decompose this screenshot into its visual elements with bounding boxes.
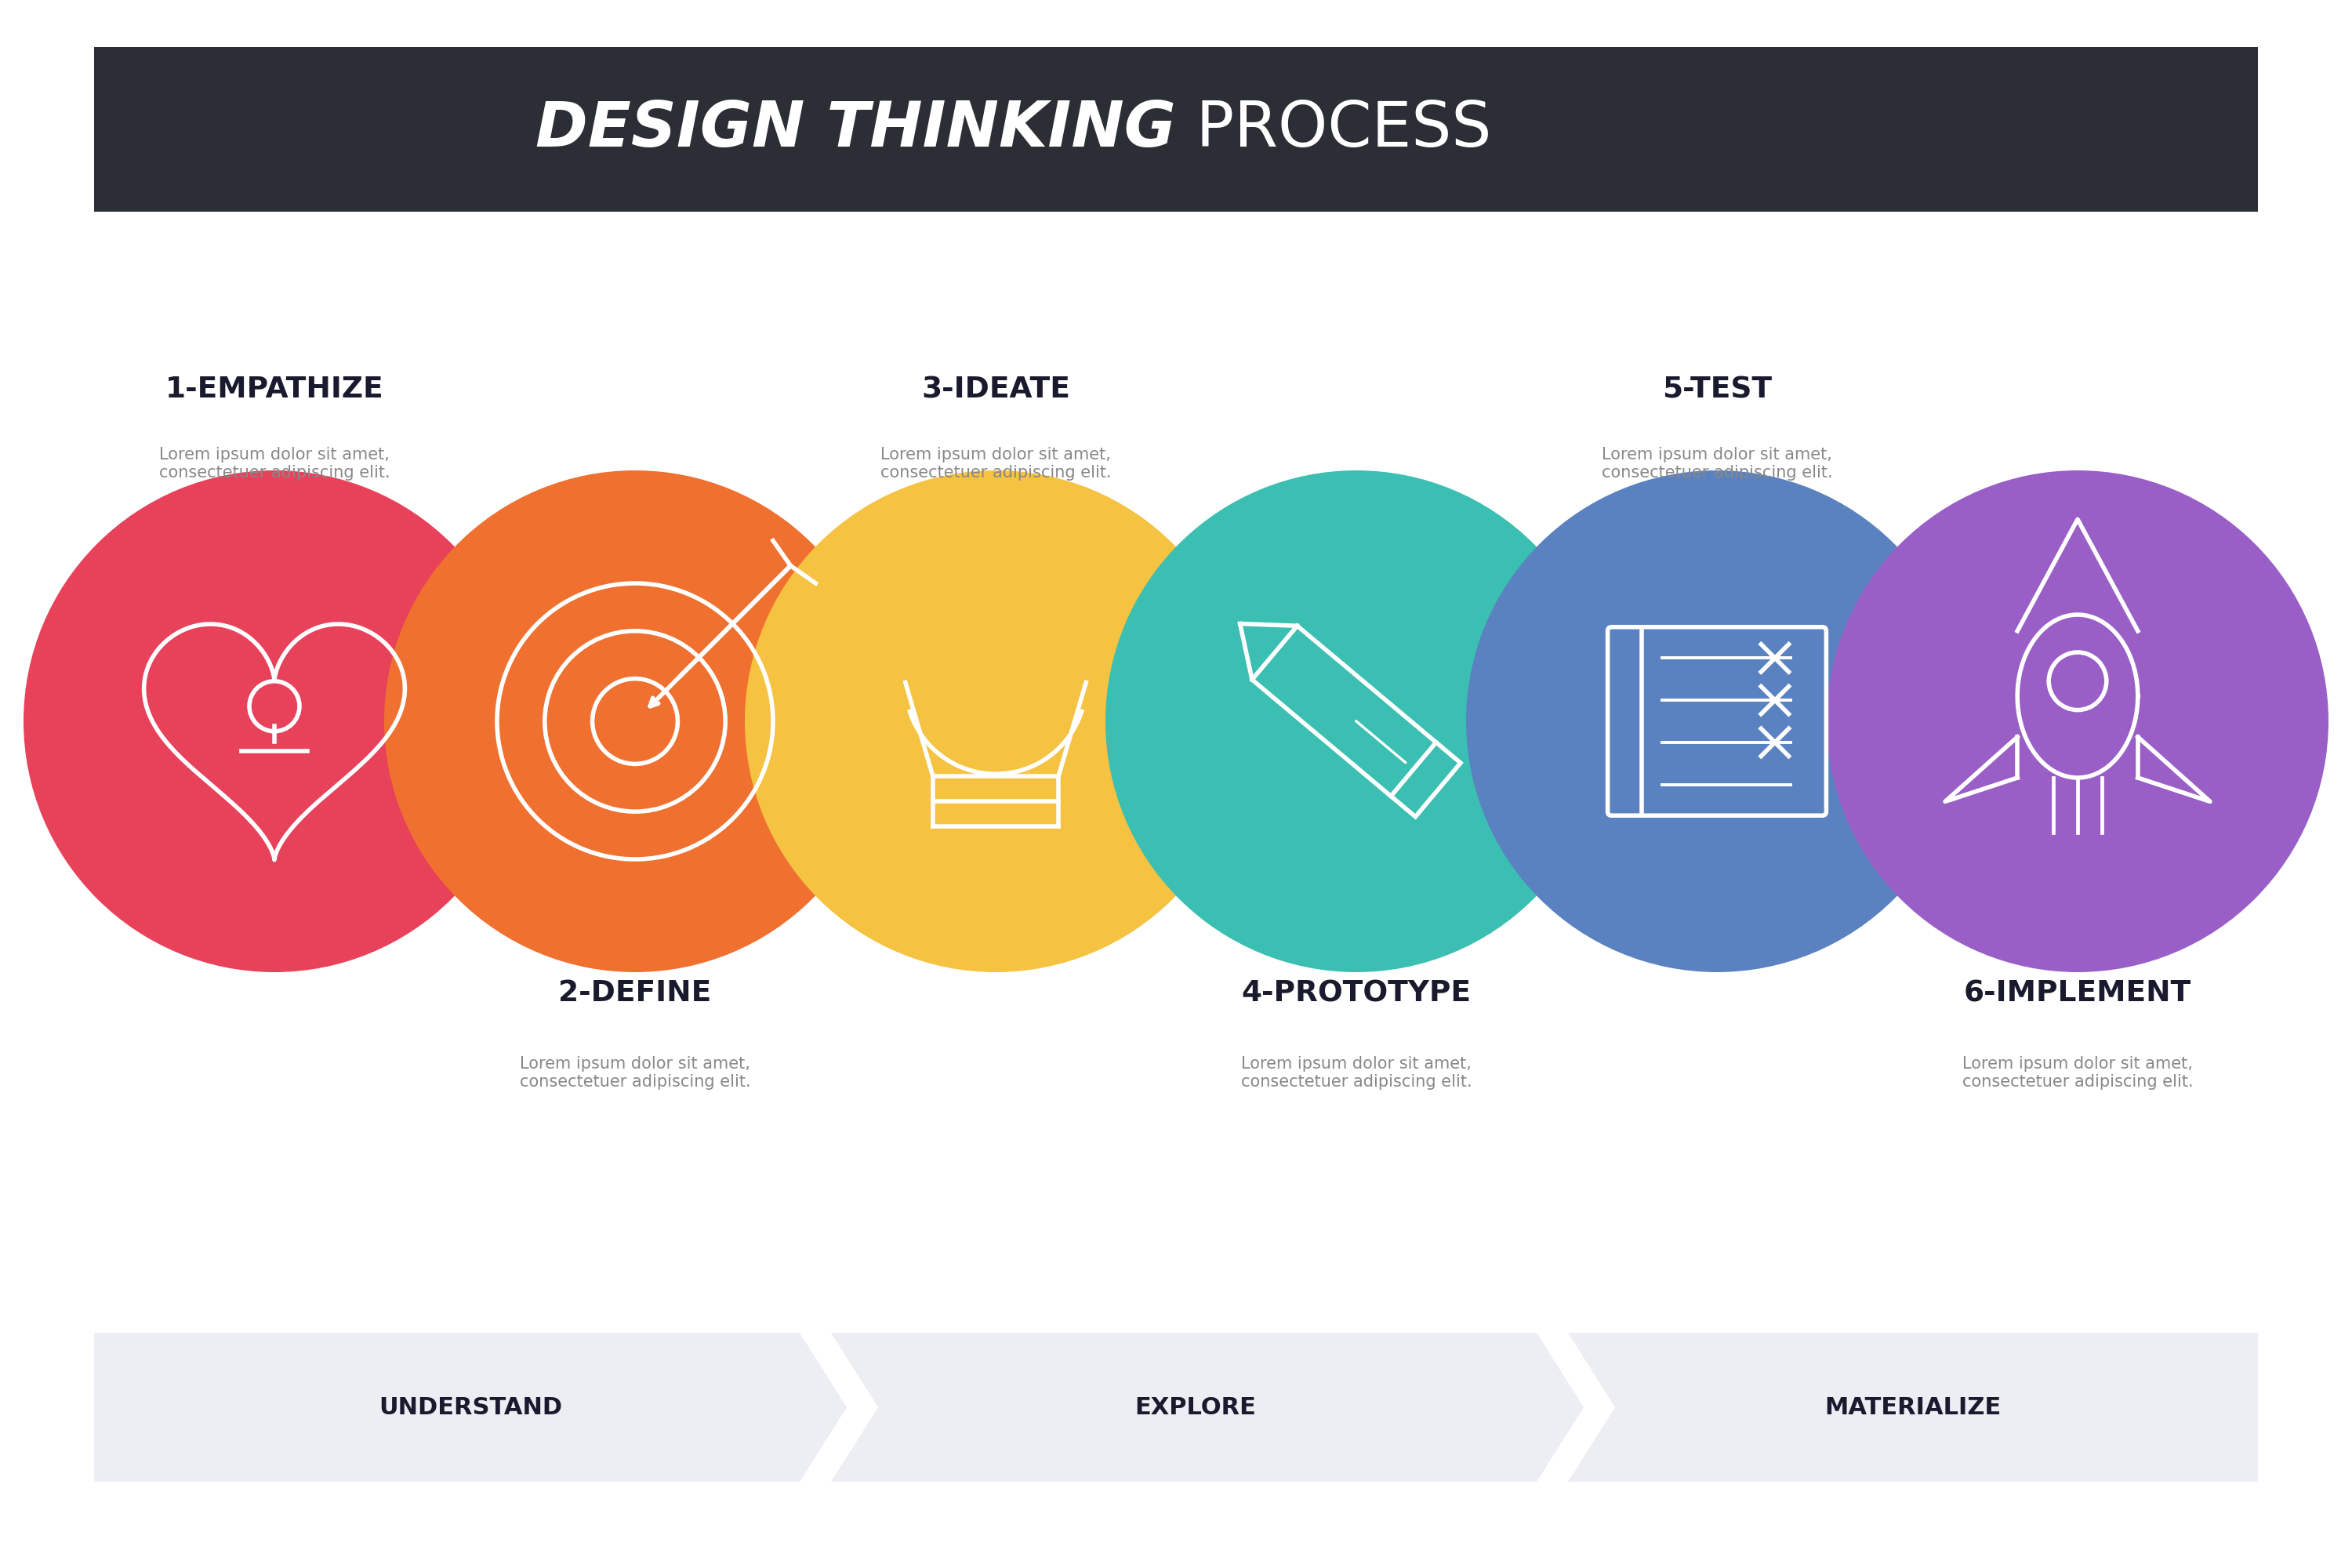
Text: Lorem ipsum dolor sit amet,
consectetuer adipiscing elit.: Lorem ipsum dolor sit amet, consectetuer… xyxy=(1962,1057,2192,1090)
Text: 4-PROTOTYPE: 4-PROTOTYPE xyxy=(1242,978,1472,1008)
FancyBboxPatch shape xyxy=(94,47,2258,212)
Text: 6-IMPLEMENT: 6-IMPLEMENT xyxy=(1964,978,2192,1008)
Polygon shape xyxy=(830,1333,1583,1482)
Polygon shape xyxy=(94,1333,847,1482)
Circle shape xyxy=(1465,470,1969,972)
Text: 1-EMPATHIZE: 1-EMPATHIZE xyxy=(165,375,383,403)
Circle shape xyxy=(1105,470,1606,972)
Text: Lorem ipsum dolor sit amet,
consectetuer adipiscing elit.: Lorem ipsum dolor sit amet, consectetuer… xyxy=(520,1057,750,1090)
Text: EXPLORE: EXPLORE xyxy=(1136,1396,1256,1419)
Text: DESIGN THINKING: DESIGN THINKING xyxy=(536,99,1176,160)
Circle shape xyxy=(1828,470,2328,972)
Text: 2-DEFINE: 2-DEFINE xyxy=(557,978,713,1008)
Text: Lorem ipsum dolor sit amet,
consectetuer adipiscing elit.: Lorem ipsum dolor sit amet, consectetuer… xyxy=(1602,447,1832,481)
Text: Lorem ipsum dolor sit amet,
consectetuer adipiscing elit.: Lorem ipsum dolor sit amet, consectetuer… xyxy=(160,447,390,481)
Text: 5-TEST: 5-TEST xyxy=(1663,375,1771,403)
Circle shape xyxy=(746,470,1247,972)
Text: Lorem ipsum dolor sit amet,
consectetuer adipiscing elit.: Lorem ipsum dolor sit amet, consectetuer… xyxy=(880,447,1110,481)
Circle shape xyxy=(24,470,524,972)
Circle shape xyxy=(383,470,887,972)
Text: Lorem ipsum dolor sit amet,
consectetuer adipiscing elit.: Lorem ipsum dolor sit amet, consectetuer… xyxy=(1242,1057,1472,1090)
Text: 3-IDEATE: 3-IDEATE xyxy=(922,375,1070,403)
Text: UNDERSTAND: UNDERSTAND xyxy=(379,1396,562,1419)
Text: MATERIALIZE: MATERIALIZE xyxy=(1825,1396,2002,1419)
Text: PROCESS: PROCESS xyxy=(1176,99,1491,160)
Polygon shape xyxy=(1569,1333,2258,1482)
